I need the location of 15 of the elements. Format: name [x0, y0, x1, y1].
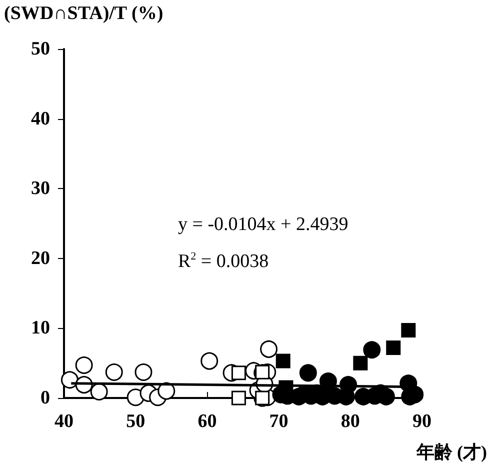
y-axis-title: (SWD∩STA)/T (%) — [4, 3, 164, 24]
y-tick-label: 10 — [31, 318, 50, 339]
x-tick-label: 60 — [198, 411, 217, 432]
y-tick-label: 0 — [40, 388, 50, 408]
x-tick-label: 50 — [126, 411, 146, 432]
x-tick-label: 80 — [340, 411, 360, 432]
x-tick-label: 70 — [269, 411, 288, 432]
annotation: y = -0.0104x + 2.4939 — [178, 214, 348, 235]
y-tick-label: 50 — [31, 38, 50, 60]
y-tick-label: 20 — [31, 248, 50, 269]
y-tick-label: 40 — [31, 108, 50, 130]
x-axis-title: 年齢 (才) — [416, 442, 488, 462]
y-tick-label: 30 — [31, 178, 50, 200]
x-tick-label: 40 — [54, 411, 74, 432]
x-tick-label: 90 — [412, 411, 432, 432]
